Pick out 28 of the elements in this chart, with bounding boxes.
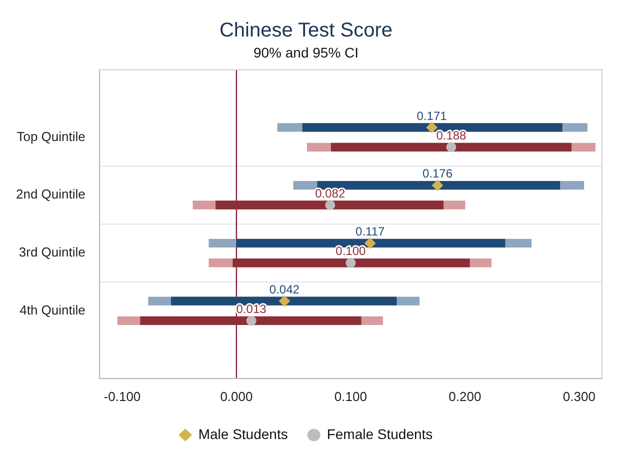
bar [317, 181, 560, 190]
data-label: 0.042 [269, 282, 300, 296]
data-label: 0.171 [416, 108, 448, 123]
bar [302, 123, 562, 132]
x-tick-label: 0.100 [334, 388, 367, 404]
x-tick-label: 0.000 [220, 388, 253, 404]
y-tick-label: 2nd Quintile [16, 186, 86, 202]
bar [216, 200, 444, 210]
y-tick-label: 3rd Quintile [18, 244, 86, 260]
data-label: 0.082 [315, 186, 346, 200]
x-tick-label: 0.300 [562, 388, 596, 404]
chart-title: Chinese Test Score [219, 20, 393, 42]
bar [140, 316, 362, 326]
legend-label: Female Students [326, 426, 433, 442]
bar [171, 296, 397, 306]
data-label: 0.117 [356, 224, 386, 239]
bar [232, 258, 470, 268]
data-label: 0.100 [336, 244, 366, 258]
data-label: 0.176 [422, 166, 453, 181]
data-label: 0.188 [436, 128, 467, 142]
x-tick-label: 0.200 [448, 388, 482, 404]
bar [236, 238, 506, 248]
y-tick-label: Top Quintile [16, 128, 86, 144]
legend-label: Male Students [198, 426, 288, 442]
x-tick-label: -0.100 [104, 388, 141, 404]
bar [330, 142, 572, 152]
chart-subtitle: 90% and 95% CI [253, 44, 359, 60]
y-tick-label: 4th Quintile [20, 302, 86, 318]
